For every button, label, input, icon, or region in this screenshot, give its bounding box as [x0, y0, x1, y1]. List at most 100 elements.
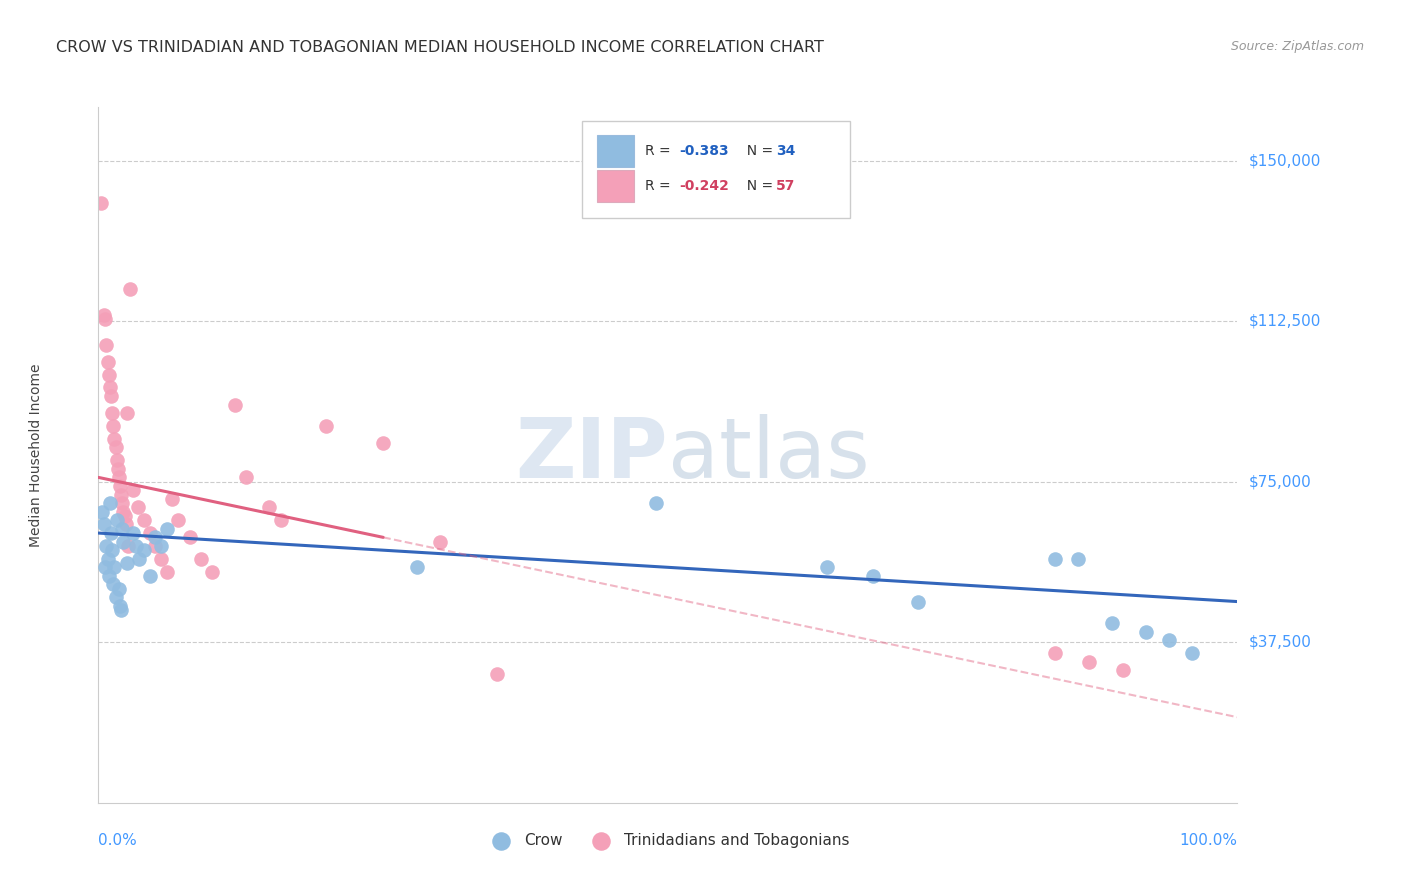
- Point: [100, 526, 122, 541]
- Point: [1112, 663, 1135, 677]
- Point: [105, 513, 128, 527]
- Text: CROW VS TRINIDADIAN AND TOBAGONIAN MEDIAN HOUSEHOLD INCOME CORRELATION CHART: CROW VS TRINIDADIAN AND TOBAGONIAN MEDIA…: [56, 40, 824, 55]
- Point: [94, 560, 117, 574]
- Point: [103, 432, 125, 446]
- Point: [110, 603, 132, 617]
- Point: [138, 569, 160, 583]
- FancyBboxPatch shape: [598, 135, 634, 167]
- FancyBboxPatch shape: [582, 121, 851, 219]
- Text: $37,500: $37,500: [1249, 635, 1312, 649]
- Point: [371, 436, 394, 450]
- Point: [97, 569, 120, 583]
- Text: 100.0%: 100.0%: [1180, 833, 1237, 848]
- Text: Source: ZipAtlas.com: Source: ZipAtlas.com: [1230, 40, 1364, 54]
- Point: [145, 530, 167, 544]
- Point: [150, 551, 173, 566]
- Text: -0.383: -0.383: [679, 144, 728, 158]
- Text: 57: 57: [776, 178, 796, 193]
- Point: [98, 380, 121, 394]
- Point: [125, 539, 148, 553]
- Text: $150,000: $150,000: [1249, 153, 1320, 168]
- Point: [120, 282, 142, 296]
- Point: [114, 517, 136, 532]
- Point: [100, 389, 122, 403]
- Point: [104, 441, 127, 455]
- Point: [1157, 633, 1180, 648]
- Point: [111, 522, 134, 536]
- Point: [108, 470, 131, 484]
- Point: [114, 508, 136, 523]
- Point: [815, 560, 838, 574]
- Point: [108, 479, 131, 493]
- Text: $112,500: $112,500: [1249, 314, 1320, 328]
- Point: [115, 406, 138, 420]
- Point: [97, 368, 120, 382]
- Point: [90, 196, 112, 211]
- Legend: Crow, Trinidadians and Tobagonians: Crow, Trinidadians and Tobagonians: [479, 827, 856, 855]
- Point: [112, 534, 135, 549]
- Point: [1101, 615, 1123, 630]
- Point: [1078, 655, 1101, 669]
- Text: R =: R =: [645, 144, 675, 158]
- Point: [117, 539, 139, 553]
- Point: [103, 560, 125, 574]
- Text: 34: 34: [776, 144, 796, 158]
- Point: [105, 453, 128, 467]
- Point: [259, 500, 281, 515]
- Point: [201, 565, 224, 579]
- Text: -0.242: -0.242: [679, 178, 730, 193]
- FancyBboxPatch shape: [598, 169, 634, 202]
- Point: [270, 513, 292, 527]
- Point: [179, 530, 201, 544]
- Point: [103, 577, 125, 591]
- Text: atlas: atlas: [668, 415, 869, 495]
- Point: [101, 406, 124, 420]
- Point: [1181, 646, 1204, 660]
- Point: [190, 551, 212, 566]
- Point: [93, 517, 115, 532]
- Point: [115, 556, 138, 570]
- Point: [104, 591, 127, 605]
- Point: [121, 483, 143, 498]
- Point: [145, 539, 167, 553]
- Point: [132, 543, 155, 558]
- Point: [1043, 551, 1066, 566]
- Point: [235, 470, 257, 484]
- Point: [112, 505, 135, 519]
- Point: [156, 522, 179, 536]
- Text: $75,000: $75,000: [1249, 475, 1312, 489]
- Point: [96, 355, 118, 369]
- Point: [128, 551, 150, 566]
- Point: [150, 539, 173, 553]
- Point: [1043, 646, 1066, 660]
- Point: [111, 496, 134, 510]
- Point: [167, 513, 190, 527]
- Point: [224, 398, 246, 412]
- Point: [108, 599, 131, 613]
- Point: [96, 337, 118, 351]
- Point: [127, 500, 149, 515]
- Point: [93, 308, 115, 322]
- Point: [429, 534, 451, 549]
- Point: [1135, 624, 1157, 639]
- Text: ZIP: ZIP: [516, 415, 668, 495]
- Point: [862, 569, 884, 583]
- Text: R =: R =: [645, 178, 675, 193]
- Point: [315, 419, 337, 434]
- Point: [98, 496, 121, 510]
- Point: [96, 551, 118, 566]
- Point: [108, 582, 131, 596]
- Text: N =: N =: [738, 144, 778, 158]
- Point: [132, 513, 155, 527]
- Point: [107, 462, 129, 476]
- Point: [110, 487, 132, 501]
- Point: [101, 543, 124, 558]
- Point: [406, 560, 429, 574]
- Point: [907, 594, 929, 608]
- Point: [486, 667, 509, 681]
- Point: [94, 312, 117, 326]
- Point: [96, 539, 118, 553]
- Point: [138, 526, 160, 541]
- Text: N =: N =: [738, 178, 778, 193]
- Point: [162, 491, 184, 506]
